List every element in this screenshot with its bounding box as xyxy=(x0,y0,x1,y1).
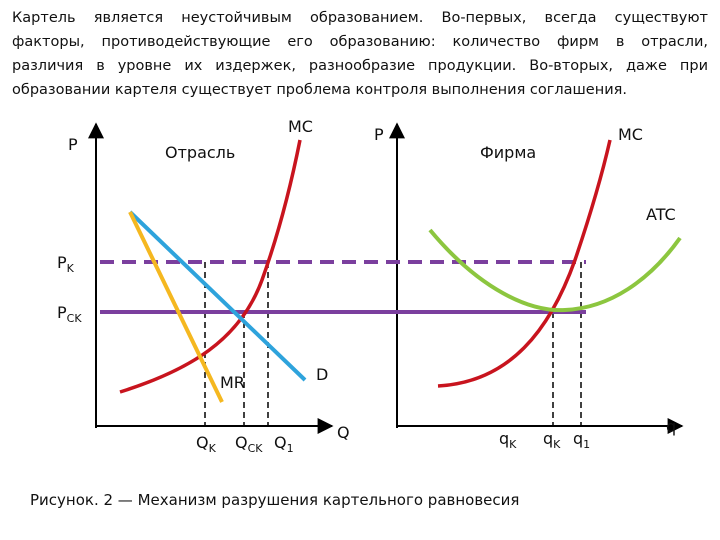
text-line: образовании картеля существует проблема … xyxy=(12,82,627,98)
subscript-label: q1 xyxy=(573,429,590,451)
axis-label: P xyxy=(68,135,78,154)
curve-label: MC xyxy=(618,125,643,144)
panel-title: Фирма xyxy=(480,143,536,162)
curve-label: MC xyxy=(288,117,313,136)
panel-title: Отрасль xyxy=(165,143,235,162)
text-line: различия в уровне их издержек, разнообра… xyxy=(12,58,708,74)
text-line: факторы, противодействующие его образова… xyxy=(12,34,708,50)
mc-curve xyxy=(437,139,612,388)
label-main: P xyxy=(57,253,67,272)
label-main: Q xyxy=(235,433,248,452)
label-main: Q xyxy=(274,433,287,452)
label-sub: CK xyxy=(248,442,264,455)
label-main: q xyxy=(499,429,509,448)
demand-curve xyxy=(128,210,307,382)
label-sub: K xyxy=(509,438,517,451)
curve-label: D xyxy=(316,365,328,384)
label-sub: K xyxy=(553,438,561,451)
subscript-label: QCK xyxy=(235,433,263,455)
subscript-label: Q1 xyxy=(274,433,294,455)
subscript-label: PCK xyxy=(57,303,82,325)
guides xyxy=(204,262,582,426)
mc-curve xyxy=(119,139,302,394)
label-sub: CK xyxy=(67,312,83,325)
text-line: Картель является неустойчивым образовани… xyxy=(12,10,708,26)
axis-label: P xyxy=(374,125,384,144)
curve-label: ATC xyxy=(646,205,676,224)
atc-curve xyxy=(428,228,682,313)
caption: Рисунок. 2 — Механизм разрушения картель… xyxy=(30,491,519,509)
curve-label: MR xyxy=(220,373,245,392)
label-sub: 1 xyxy=(287,442,294,455)
subscript-label: qK xyxy=(543,429,561,451)
mr-curve xyxy=(128,211,224,403)
label-sub: K xyxy=(209,442,217,455)
subscript-label: QK xyxy=(196,433,217,455)
subscript-label: PK xyxy=(57,253,75,275)
label-sub: 1 xyxy=(583,438,590,451)
axis-label: Q xyxy=(337,423,350,442)
label-main: q xyxy=(573,429,583,448)
axis-label: q xyxy=(666,417,676,436)
paragraph: Картель является неустойчивым образовани… xyxy=(12,6,708,102)
label-main: P xyxy=(57,303,67,322)
label-main: Q xyxy=(196,433,209,452)
subscript-label: qK xyxy=(499,429,517,451)
label-sub: K xyxy=(67,262,75,275)
label-main: q xyxy=(543,429,553,448)
